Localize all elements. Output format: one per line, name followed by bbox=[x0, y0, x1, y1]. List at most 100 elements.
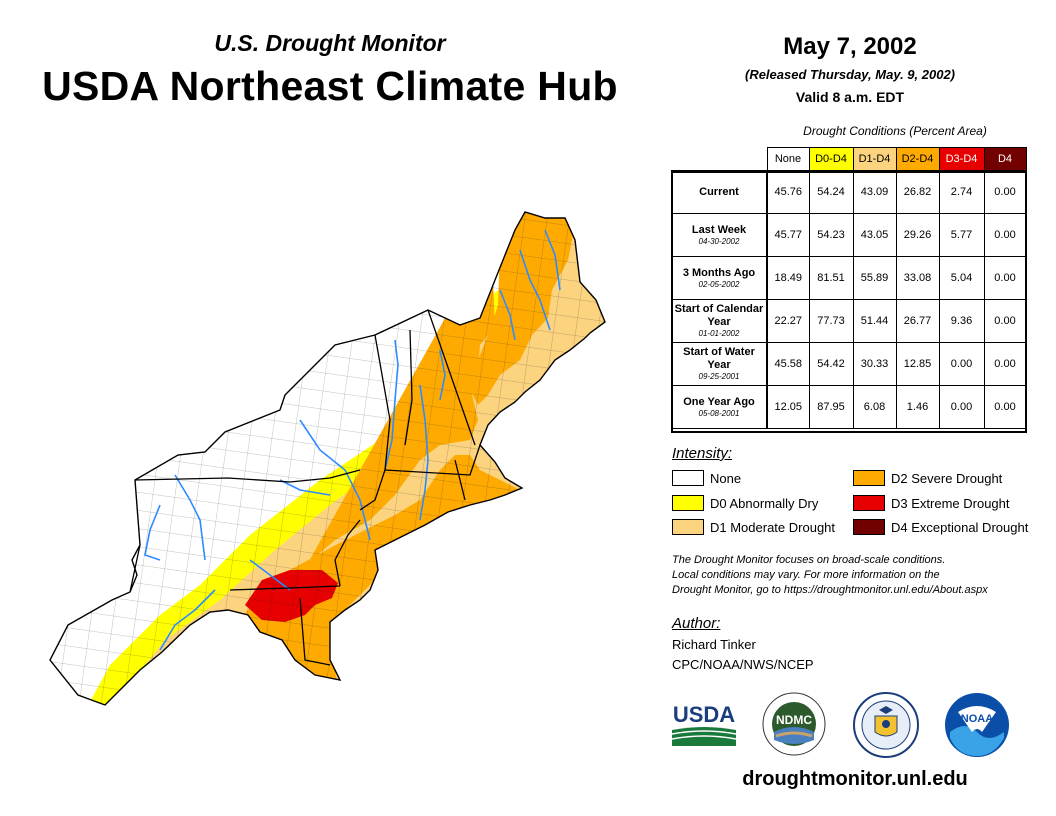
table-cell: 12.05 bbox=[766, 385, 810, 429]
table-cell: 0.00 bbox=[983, 385, 1027, 429]
legend-label: D0 Abnormally Dry bbox=[710, 495, 819, 511]
ndmc-logo: NDMC bbox=[762, 692, 826, 756]
row-label: 3 Months Ago 02-05-2002 bbox=[671, 256, 768, 300]
row-label-text: 3 Months Ago bbox=[682, 266, 756, 279]
disclaimer-note: The Drought Monitor focuses on broad-sca… bbox=[672, 553, 1042, 598]
table-row: Start of Water Year 09-25-2001 45.58 54.4… bbox=[671, 342, 1027, 386]
map-date: May 7, 2002 bbox=[783, 33, 917, 60]
table-row: Last Week 04-30-2002 45.77 54.23 43.05 29… bbox=[671, 213, 1027, 257]
table-cell: 0.00 bbox=[938, 342, 985, 386]
table-cell: 26.77 bbox=[895, 299, 940, 343]
table-cell: 0.00 bbox=[983, 256, 1027, 300]
table-cell: 54.23 bbox=[808, 213, 854, 257]
col-header-d0-d4: D0-D4 bbox=[808, 147, 854, 171]
drought-map bbox=[49, 211, 606, 706]
row-label-text: Start of Water Year bbox=[683, 346, 755, 371]
table-cell: 87.95 bbox=[808, 385, 854, 429]
legend-swatch bbox=[853, 519, 885, 535]
usda-logo-text: USDA bbox=[673, 702, 735, 727]
legend-swatch bbox=[672, 495, 704, 511]
legend-swatch bbox=[853, 495, 885, 511]
table-cell: 5.77 bbox=[938, 213, 985, 257]
ndmc-logo-text: NDMC bbox=[776, 713, 812, 727]
table-cell: 55.89 bbox=[852, 256, 897, 300]
legend-label: D1 Moderate Drought bbox=[710, 519, 836, 535]
state-borders bbox=[129, 309, 481, 666]
table-cell: 0.00 bbox=[983, 213, 1027, 257]
table-cell: 77.73 bbox=[808, 299, 854, 343]
row-label: One Year Ago 05-08-2001 bbox=[671, 385, 768, 429]
table-cell: 33.08 bbox=[895, 256, 940, 300]
legend-swatch bbox=[853, 470, 885, 486]
table-row: Current 45.76 54.24 43.09 26.82 2.74 0.0… bbox=[671, 170, 1027, 214]
map-subtitle: U.S. Drought Monitor bbox=[214, 30, 446, 56]
author-org: CPC/NOAA/NWS/NCEP bbox=[672, 657, 814, 672]
row-date: 04-30-2002 bbox=[698, 236, 740, 246]
table-cell: 0.00 bbox=[983, 170, 1027, 214]
website-url[interactable]: droughtmonitor.unl.edu bbox=[742, 768, 968, 790]
row-date: 01-01-2002 bbox=[698, 329, 740, 338]
table-cell: 43.05 bbox=[852, 213, 897, 257]
row-date: 05-08-2001 bbox=[698, 408, 740, 418]
legend-item-d4: D4 Exceptional Drought bbox=[853, 519, 1028, 535]
row-label: Last Week 04-30-2002 bbox=[671, 213, 768, 257]
table-cell: 12.85 bbox=[895, 342, 940, 386]
col-header-d4: D4 bbox=[983, 147, 1027, 171]
col-header-d3-d4: D3-D4 bbox=[938, 147, 985, 171]
table-cell: 0.00 bbox=[938, 385, 985, 429]
table-cell: 30.33 bbox=[852, 342, 897, 386]
table-cell: 0.00 bbox=[983, 299, 1027, 343]
table-cell: 45.58 bbox=[766, 342, 810, 386]
table-cell: 22.27 bbox=[766, 299, 810, 343]
table-cell: 9.36 bbox=[938, 299, 985, 343]
row-label: Current bbox=[671, 170, 768, 214]
table-cell: 51.44 bbox=[852, 299, 897, 343]
table-row: Start of Calendar Year 01-01-2002 22.27 7… bbox=[671, 299, 1027, 343]
row-date: 09-25-2001 bbox=[698, 372, 740, 381]
col-header-d1-d4: D1-D4 bbox=[852, 147, 897, 171]
header-blank bbox=[672, 148, 768, 171]
row-label-text: Current bbox=[699, 185, 739, 198]
table-cell: 5.04 bbox=[938, 256, 985, 300]
commerce-seal-logo bbox=[853, 692, 919, 758]
map-title: USDA Northeast Climate Hub bbox=[42, 63, 618, 109]
note-line: Drought Monitor, go to https://droughtmo… bbox=[672, 584, 988, 596]
table-cell: 29.26 bbox=[895, 213, 940, 257]
row-label: Start of Calendar Year 01-01-2002 bbox=[671, 299, 768, 343]
col-header-d2-d4: D2-D4 bbox=[895, 147, 940, 171]
author-name: Richard Tinker bbox=[672, 637, 756, 652]
legend-label: None bbox=[710, 470, 742, 486]
table-cell: 54.42 bbox=[808, 342, 854, 386]
legend-item-d0: D0 Abnormally Dry bbox=[672, 495, 818, 511]
drought-stats-table: None D0-D4 D1-D4 D2-D4 D3-D4 D4 Current … bbox=[671, 147, 1027, 429]
legend-swatch bbox=[672, 470, 704, 486]
table-header-row: None D0-D4 D1-D4 D2-D4 D3-D4 D4 bbox=[672, 147, 1027, 171]
legend-swatch bbox=[672, 519, 704, 535]
legend-label: D4 Exceptional Drought bbox=[891, 519, 1029, 535]
table-row: 3 Months Ago 02-05-2002 18.49 81.51 55.89… bbox=[671, 256, 1027, 300]
author-heading: Author: bbox=[672, 615, 721, 632]
noaa-logo-text: NOAA bbox=[961, 713, 993, 725]
rivers bbox=[144, 229, 561, 651]
table-cell: 45.76 bbox=[766, 170, 810, 214]
legend-item-none: None bbox=[672, 470, 741, 486]
note-line: The Drought Monitor focuses on broad-sca… bbox=[672, 554, 946, 566]
table-cell: 2.74 bbox=[938, 170, 985, 214]
valid-time: Valid 8 a.m. EDT bbox=[795, 89, 905, 105]
usda-logo: USDA bbox=[671, 702, 737, 746]
row-date: 02-05-2002 bbox=[698, 279, 740, 289]
note-line: Local conditions may vary. For more info… bbox=[672, 569, 940, 581]
legend-label: D3 Extreme Drought bbox=[891, 495, 1010, 511]
row-label: Start of Water Year 09-25-2001 bbox=[671, 342, 768, 386]
legend-title: Intensity: bbox=[672, 445, 733, 462]
row-label-text: Start of Calendar Year bbox=[674, 303, 764, 328]
table-cell: 43.09 bbox=[852, 170, 897, 214]
release-date: (Released Thursday, May. 9, 2002) bbox=[744, 67, 956, 82]
col-header-none: None bbox=[766, 147, 810, 171]
table-cell: 26.82 bbox=[895, 170, 940, 214]
legend-item-d1: D1 Moderate Drought bbox=[672, 519, 835, 535]
table-cell: 81.51 bbox=[808, 256, 854, 300]
table-cell: 54.24 bbox=[808, 170, 854, 214]
noaa-logo: NOAA bbox=[945, 693, 1009, 757]
table-caption: Drought Conditions (Percent Area) bbox=[803, 124, 987, 138]
